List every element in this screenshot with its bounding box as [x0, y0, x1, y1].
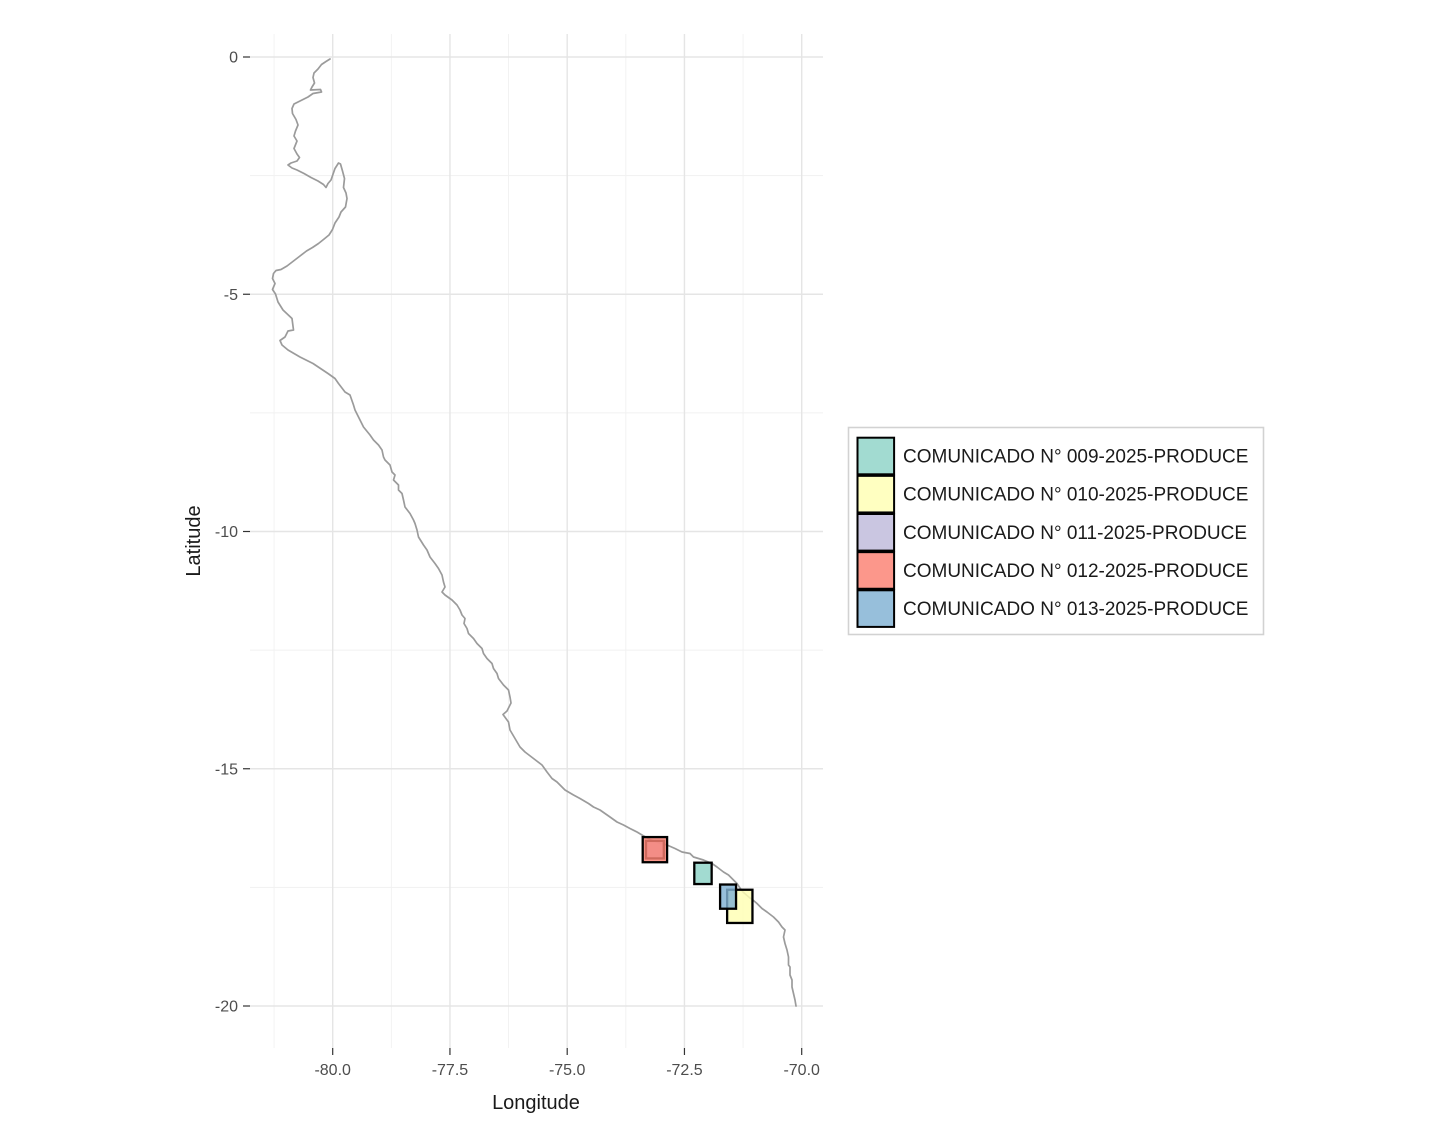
comunicado-zones [641, 835, 754, 925]
zone-rect-012 [641, 835, 669, 864]
legend-label-012: COMUNICADO N° 012-2025-PRODUCE [903, 561, 1248, 582]
legend-label-009: COMUNICADO N° 009-2025-PRODUCE [903, 447, 1248, 468]
y-tick-label: -20 [215, 999, 238, 1016]
legend-key-011 [856, 513, 896, 552]
y-tick-label: 0 [229, 50, 238, 67]
axis-ticks [243, 56, 803, 1055]
x-tick-label: -72.5 [666, 1062, 703, 1079]
legend-key-012 [856, 551, 896, 590]
y-tick-label: -15 [215, 761, 238, 778]
major-gridlines [250, 34, 823, 1048]
minor-gridlines [250, 34, 823, 1048]
zone-rect-009 [693, 861, 713, 886]
legend-label-011: COMUNICADO N° 011-2025-PRODUCE [903, 523, 1247, 544]
legend-box [847, 426, 1265, 636]
legend-label-013: COMUNICADO N° 013-2025-PRODUCE [903, 599, 1248, 620]
coastline-path [271, 58, 797, 1007]
zone-rect-013 [718, 883, 738, 910]
legend-key-013 [856, 589, 896, 628]
y-tick-label: -10 [215, 524, 238, 541]
x-axis-title: Longitude [492, 1092, 580, 1114]
y-axis-title: Latitude [183, 505, 205, 576]
x-tick-label: -70.0 [783, 1062, 820, 1079]
legend-key-009 [856, 436, 896, 476]
legend: COMUNICADO N° 009-2025-PRODUCE COMUNICADO… [847, 426, 1265, 636]
y-tick-label: -5 [224, 287, 238, 304]
axis-tick-labels: -80.0 -77.5 -75.0 -72.5 -70.0 0 -5 -10 -15 -20 [215, 50, 820, 1080]
x-tick-label: -77.5 [432, 1062, 469, 1079]
x-tick-label: -80.0 [314, 1062, 351, 1079]
legend-label-010: COMUNICADO N° 010-2025-PRODUCE [903, 485, 1248, 506]
x-tick-label: -75.0 [549, 1062, 586, 1079]
legend-key-010 [856, 474, 896, 514]
